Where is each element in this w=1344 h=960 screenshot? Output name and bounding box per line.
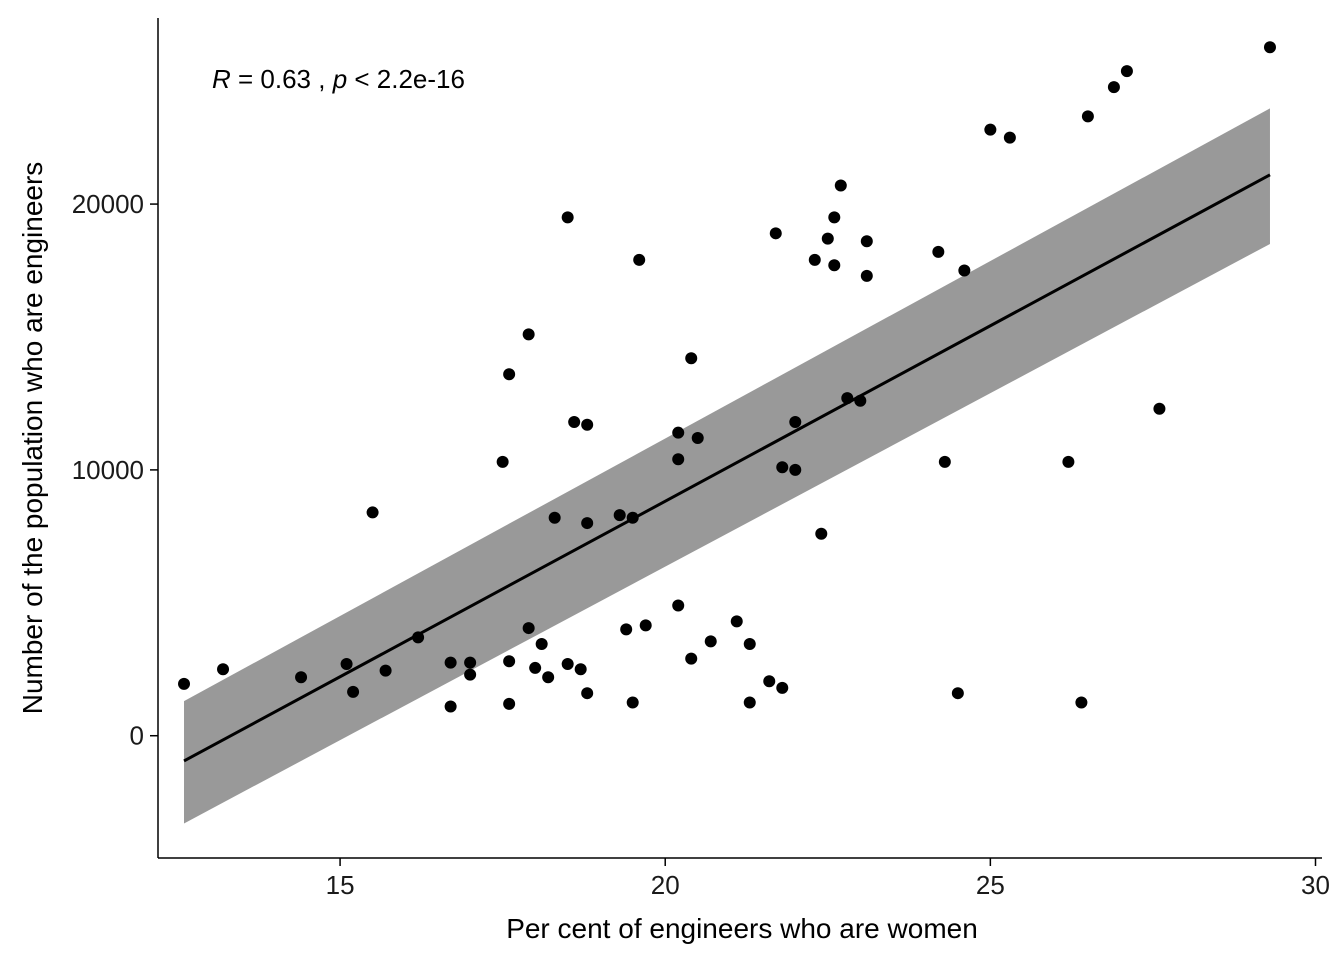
data-point (743, 638, 756, 651)
data-point (763, 675, 776, 688)
data-point (1003, 131, 1016, 144)
data-point (535, 638, 548, 651)
data-point (1263, 41, 1276, 54)
p-label: p (332, 64, 347, 94)
data-point (834, 179, 847, 192)
data-point (522, 328, 535, 341)
correlation-annotation: R = 0.63 , p < 2.2e-16 (212, 64, 465, 94)
data-point (366, 506, 379, 519)
data-point (444, 656, 457, 669)
data-point (522, 622, 535, 635)
data-point (685, 652, 698, 665)
data-point (828, 259, 841, 272)
data-point (613, 509, 626, 522)
data-point (340, 657, 353, 670)
data-point (542, 671, 555, 684)
y-tick-label: 20000 (72, 189, 144, 219)
data-point (951, 687, 964, 700)
y-tick-label: 0 (130, 721, 144, 751)
data-point (529, 661, 542, 674)
data-point (860, 235, 873, 248)
data-point (776, 681, 789, 694)
data-point (503, 697, 516, 710)
data-point (769, 227, 782, 240)
x-axis-title: Per cent of engineers who are women (506, 913, 978, 944)
data-point (561, 657, 574, 670)
x-tick-label: 30 (1301, 870, 1330, 900)
data-point (503, 655, 516, 668)
data-point (581, 418, 594, 431)
data-point (1153, 402, 1166, 415)
data-point (581, 517, 594, 530)
axes-layer: 15 20 25 30 0 10000 20000 (72, 18, 1330, 900)
data-point (620, 623, 633, 636)
data-point (932, 245, 945, 258)
data-point (808, 253, 821, 266)
r-text: = 0.63 , (231, 64, 333, 94)
data-point (1107, 81, 1120, 94)
data-point (938, 455, 951, 468)
data-point (984, 123, 997, 136)
data-point (295, 671, 308, 684)
data-point (776, 461, 789, 474)
data-point (178, 677, 191, 690)
y-axis-title: Number of the population who are enginee… (17, 162, 48, 715)
data-point (672, 453, 685, 466)
data-point (217, 663, 230, 676)
data-point (1062, 455, 1075, 468)
x-tick-label: 25 (976, 870, 1005, 900)
data-point (496, 455, 509, 468)
confidence-band-layer (184, 108, 1270, 824)
data-point (347, 685, 360, 698)
data-point (958, 264, 971, 277)
data-point (633, 253, 646, 266)
data-point (828, 211, 841, 224)
data-point (548, 511, 561, 524)
data-point (574, 663, 587, 676)
data-point (412, 631, 425, 644)
data-point (743, 696, 756, 709)
regression-line (183, 173, 1271, 763)
data-point (672, 599, 685, 612)
data-point (568, 416, 581, 429)
data-point (379, 664, 392, 677)
data-point (789, 463, 802, 476)
data-point (685, 352, 698, 365)
data-point (704, 635, 717, 648)
data-point (581, 687, 594, 700)
data-point (1120, 65, 1133, 78)
data-point (821, 232, 834, 245)
data-point (691, 432, 704, 444)
data-point (841, 392, 854, 405)
data-point (1081, 110, 1094, 123)
data-point (789, 416, 802, 429)
data-point (639, 619, 652, 632)
data-point (464, 656, 477, 669)
confidence-band (184, 108, 1270, 824)
data-point (464, 668, 477, 681)
fit-line-layer (183, 173, 1271, 763)
data-point (860, 269, 873, 282)
data-point (626, 696, 639, 709)
data-point (444, 700, 457, 713)
points-layer (178, 41, 1276, 713)
data-point (626, 511, 639, 524)
x-tick-label: 15 (326, 870, 355, 900)
y-tick-label: 10000 (72, 455, 144, 485)
r-label: R (212, 64, 231, 94)
data-point (561, 211, 574, 224)
data-point (815, 527, 828, 540)
data-point (1075, 696, 1088, 709)
data-point (854, 394, 867, 407)
data-point (672, 426, 685, 439)
data-point (503, 368, 516, 381)
x-tick-label: 20 (651, 870, 680, 900)
p-text: < 2.2e-16 (347, 64, 465, 94)
data-point (730, 615, 743, 628)
